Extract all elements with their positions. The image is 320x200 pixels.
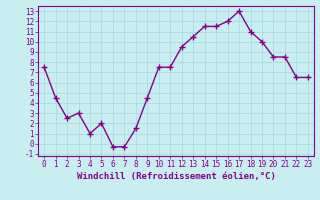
- X-axis label: Windchill (Refroidissement éolien,°C): Windchill (Refroidissement éolien,°C): [76, 172, 276, 181]
